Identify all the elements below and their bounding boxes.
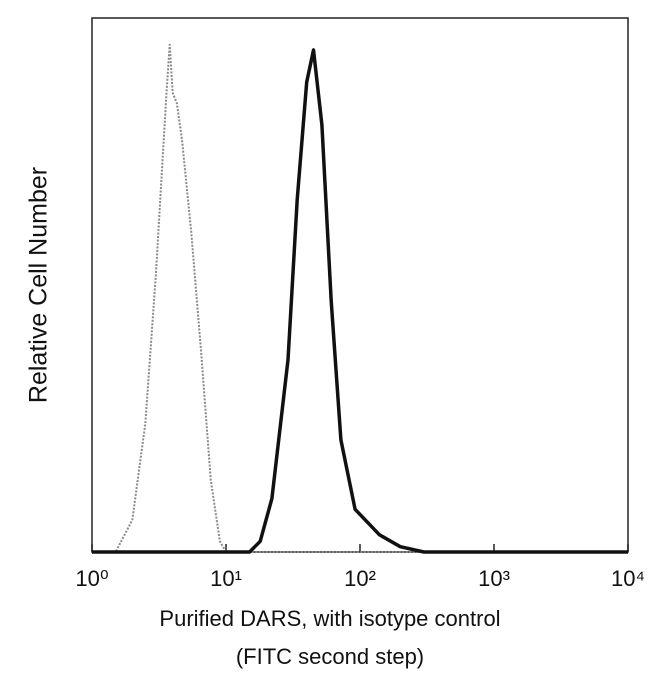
x-axis-label: Purified DARS, with isotype control [159, 606, 500, 631]
series-line [92, 43, 628, 553]
x-tick-label: 10¹ [210, 566, 242, 591]
x-tick-label: 10² [344, 566, 376, 591]
series-line [92, 48, 628, 554]
x-axis-label: (FITC second step) [236, 644, 424, 669]
x-tick-label: 10³ [478, 566, 510, 591]
x-tick-label: 10⁴ [611, 566, 645, 591]
x-tick-label: 10⁰ [75, 566, 108, 591]
y-axis-label: Relative Cell Number [25, 167, 53, 403]
plot-frame [91, 17, 629, 553]
